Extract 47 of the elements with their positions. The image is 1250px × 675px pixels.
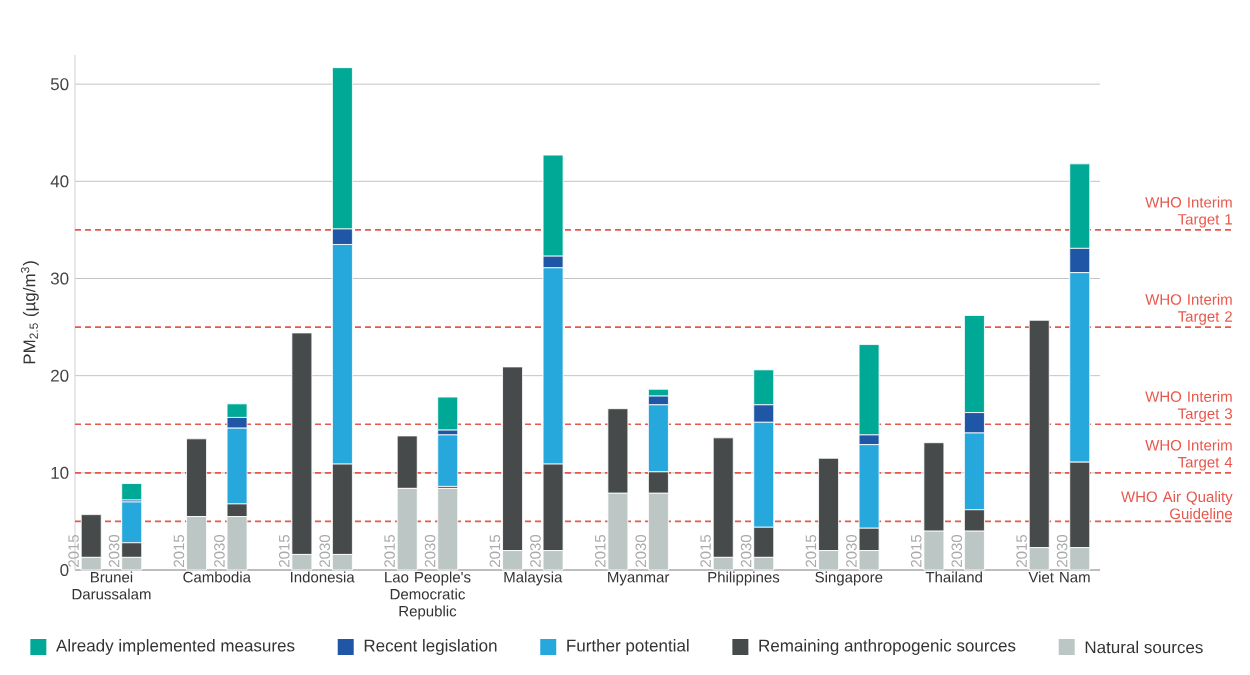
x-tick-label: 2030	[951, 534, 963, 567]
x-tick-label: 2015	[489, 534, 501, 567]
ref-line-label: WHO Interim Target 4	[1145, 439, 1233, 471]
y-tick-label: 10	[51, 466, 69, 479]
text: Singapore	[815, 571, 883, 586]
x-tick-label: 2015	[1016, 534, 1027, 567]
text: Philippines	[708, 571, 780, 586]
ref-line-label: WHO Interim Target 1	[1145, 196, 1232, 228]
text: Malaysia	[504, 571, 563, 586]
ref-line-label: WHO Interim Target 2	[1145, 293, 1232, 325]
text: Indonesia	[291, 571, 355, 583]
y-tick-label: 50	[50, 78, 69, 91]
y-tick-label: 20	[51, 369, 69, 382]
x-tick-label: 2030	[740, 534, 752, 567]
legend-label: Natural sources	[1085, 640, 1203, 654]
ref-line-label: WHO Air Quality Guideline	[1121, 491, 1233, 520]
y-tick-label: 30	[50, 272, 69, 285]
x-tick-label: 2030	[108, 534, 120, 567]
x-tick-label: 2015	[278, 534, 290, 567]
x-tick-label: 2015	[805, 534, 817, 567]
x-tick-label: 2030	[1056, 534, 1068, 567]
y-tick-label: 0	[60, 563, 69, 577]
x-tick-label: 2030	[846, 534, 857, 567]
x-tick-label: 2015	[700, 534, 711, 567]
x-tick-label: 2015	[68, 534, 79, 567]
x-tick-label: 2030	[424, 534, 436, 567]
text: Thailand	[925, 571, 982, 583]
legend-label: Already implemented measures	[56, 639, 295, 655]
x-tick-label: 2030	[214, 534, 225, 567]
legend-label: Remaining anthropogenic sources	[759, 639, 1016, 655]
x-tick-label: 2015	[173, 534, 185, 567]
text: Cambodia	[183, 571, 251, 583]
legend-label: Recent legislation	[364, 639, 497, 655]
x-tick-label: 2015	[384, 534, 395, 567]
x-tick-label: 2030	[319, 534, 331, 567]
x-tick-label: 2015	[594, 534, 606, 567]
text: Myanmar	[608, 572, 670, 586]
x-tick-label: 2015	[910, 534, 922, 567]
text: Brunei Darussalam	[72, 571, 151, 600]
y-tick-label: 40	[50, 175, 69, 188]
ref-line-label: WHO Interim Target 3	[1145, 390, 1233, 422]
text: Lao People's Democratic Republic	[385, 571, 471, 620]
x-tick-label: 2030	[635, 534, 647, 567]
y-axis-title: PM$_{2.5}$ (µg/m$^{3}$)	[20, 261, 39, 364]
text: Viet Nam	[1028, 571, 1090, 583]
legend-label: Further potential	[567, 639, 689, 655]
x-tick-label: 2030	[530, 534, 541, 567]
